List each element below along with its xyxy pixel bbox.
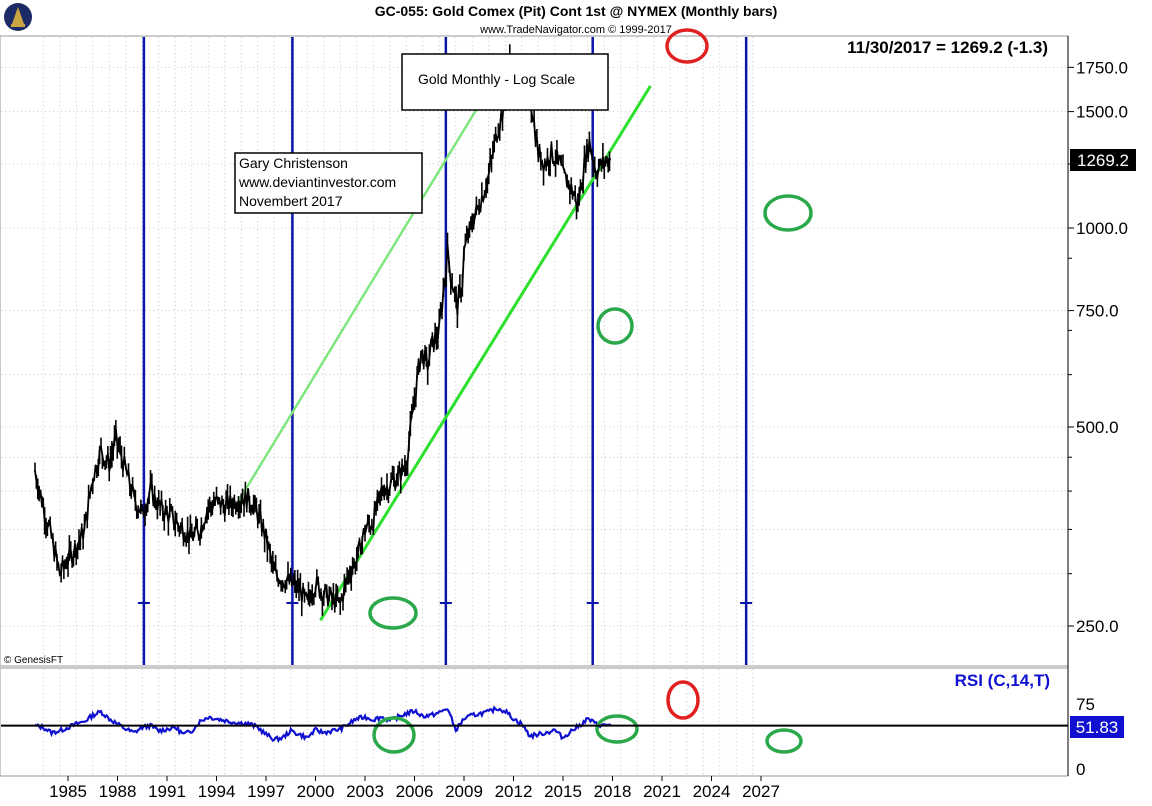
green-circle-rsi-2015 (765, 728, 803, 754)
price-axis-label: 1000.0 (1076, 219, 1128, 238)
price-axis-label: 1500.0 (1076, 103, 1128, 122)
x-axis-label: 1985 (49, 782, 87, 801)
chart-title: GC-055: Gold Comex (Pit) Cont 1st @ NYME… (375, 3, 778, 19)
author-date: Novembert 2017 (239, 193, 343, 209)
author-site: www.deviantinvestor.com (238, 174, 396, 190)
x-axis-label: 2024 (693, 782, 731, 801)
copyright-label: © GenesisFT (4, 655, 63, 666)
circle-markers-layer (368, 28, 813, 754)
green-circle-2015-low (763, 194, 813, 232)
price-axis-label: 500.0 (1076, 418, 1119, 437)
x-axis-label: 1988 (99, 782, 137, 801)
rsi-series-layer (34, 705, 612, 744)
price-panel-frame (0, 35, 1069, 667)
x-axis-label: 1997 (247, 782, 285, 801)
source-label: www.TradeNavigator.com © 1999-2017 (479, 24, 672, 36)
scale-note: Gold Monthly - Log Scale (418, 71, 575, 87)
x-axis-label: 2006 (396, 782, 434, 801)
price-axis-label: 1750.0 (1076, 58, 1128, 77)
x-axis-label: 1991 (148, 782, 186, 801)
x-axis-label: 2018 (594, 782, 632, 801)
axes-layer: 250.0 500.0 750.0 1000.0 1500.0 1750.0 0 75 1985… (1, 58, 1128, 801)
price-axis-label: 250.0 (1076, 617, 1119, 636)
x-axis-label: 1994 (198, 782, 236, 801)
author-name: Gary Christenson (239, 155, 348, 171)
x-axis-label: 2012 (495, 782, 533, 801)
x-axis-label: 2015 (544, 782, 582, 801)
last-price-flag (1070, 149, 1136, 171)
rsi-axis-label: 0 (1076, 760, 1085, 779)
green-circle-rsi-1999 (372, 716, 416, 754)
author-box (234, 152, 423, 214)
rsi-line (34, 705, 612, 744)
rsi-title: RSI (C,14,T) (955, 671, 1050, 690)
green-circle-rsi-2008 (595, 714, 639, 744)
x-axis-label: 2021 (643, 782, 681, 801)
green-circle-1999-low (368, 596, 418, 630)
logo-icon (4, 3, 32, 31)
rsi-value-flag-label: 51.83 (1076, 718, 1119, 737)
red-circle-2011-high (665, 28, 709, 64)
x-axis-label: 2027 (742, 782, 780, 801)
x-axis-label: 2003 (346, 782, 384, 801)
cycle-lines-layer (137, 37, 753, 665)
x-axis-label: 2000 (297, 782, 335, 801)
last-price-flag-label: 1269.2 (1077, 151, 1129, 170)
rsi-panel-frame (0, 667, 1069, 777)
red-circle-rsi-2011 (666, 680, 700, 720)
last-value-label: 11/30/2017 = 1269.2 (-1.3) (847, 38, 1048, 57)
upper-trend-line (236, 58, 508, 503)
green-circle-2008-low (596, 307, 634, 345)
scale-note-box (401, 53, 609, 111)
x-axis-label: 2009 (445, 782, 483, 801)
rsi-axis-label: 75 (1076, 695, 1095, 714)
rsi-value-flag (1070, 716, 1124, 738)
price-axis-label: 750.0 (1076, 302, 1119, 321)
